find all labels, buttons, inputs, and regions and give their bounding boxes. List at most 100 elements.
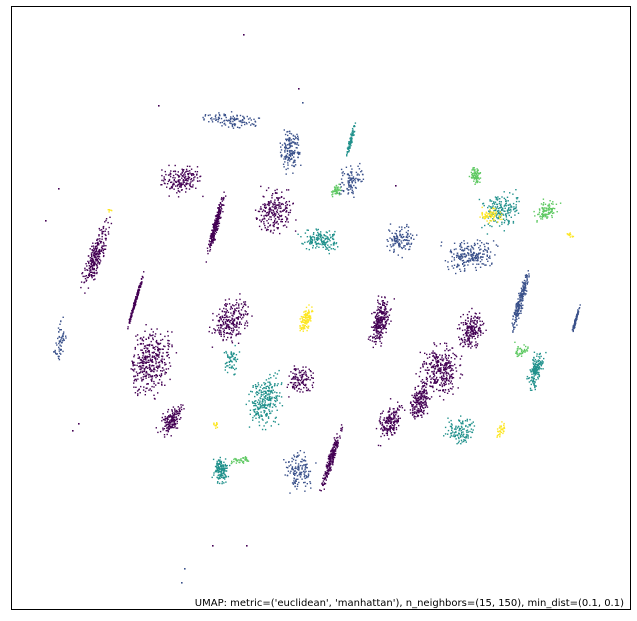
data-point [522,284,524,286]
data-point [476,256,479,258]
data-point [397,239,399,241]
data-point [329,460,331,462]
data-point [220,325,222,327]
data-point [249,409,252,411]
data-point [445,355,447,357]
data-point [156,370,158,372]
data-point [393,427,395,429]
data-point [269,207,272,209]
data-point [391,238,393,240]
data-point [515,303,517,306]
data-point [134,304,137,306]
data-point [145,361,147,363]
data-point [373,321,375,323]
data-point [513,312,516,314]
data-point [138,285,140,287]
data-point [275,396,278,399]
data-point [382,332,384,334]
data-point [297,151,299,153]
data-point [380,319,383,321]
data-point [233,323,236,326]
data-point [165,173,167,176]
data-point [414,386,416,389]
data-point [156,353,158,355]
data-point [226,320,229,322]
data-point [389,430,392,432]
data-point [146,387,148,389]
data-point [461,329,464,332]
data-point [253,405,255,407]
data-point [423,404,425,406]
data-point [260,214,263,217]
data-point [192,174,194,176]
data-point [96,272,98,275]
data-point [461,338,463,340]
data-point [142,336,145,338]
data-point [526,279,528,281]
data-point [520,312,522,314]
data-point [296,133,298,136]
data-point [450,361,452,363]
data-point [369,335,372,337]
data-point [325,473,328,475]
data-point [140,342,142,345]
data-point [430,396,433,398]
data-point [265,379,268,381]
data-point [385,312,388,315]
data-point [323,477,325,480]
data-point [216,469,219,472]
data-point [425,362,427,364]
data-point [387,240,389,242]
data-point [443,373,445,375]
data-point [259,386,262,388]
data-point [322,484,324,487]
data-point [426,406,429,408]
data-point [298,454,300,456]
data-point [323,483,326,485]
data-point [233,124,236,126]
data-point [519,297,521,299]
data-point [395,240,398,243]
data-point [389,419,392,421]
data-point [240,303,243,305]
data-point [175,413,177,416]
data-point [485,329,487,331]
data-point [233,311,236,314]
data-point [139,282,141,285]
data-point [420,394,422,396]
data-point [386,432,388,435]
data-point [461,253,463,255]
data-point [411,414,414,416]
data-point [286,474,289,477]
data-point [472,248,475,250]
data-point [297,137,299,139]
data-point [410,243,412,245]
data-point [396,420,398,423]
data-point [395,239,398,242]
data-point [170,187,173,189]
data-point [286,204,288,206]
data-point [475,331,478,333]
data-point [267,201,270,203]
data-point [218,209,220,211]
data-point [373,333,375,335]
data-point [401,242,403,244]
data-point [388,229,390,231]
data-point [258,389,260,392]
data-point [351,182,353,184]
data-point [287,158,289,161]
data-point [151,361,153,363]
data-point [332,451,335,454]
data-point [456,252,459,254]
data-point [148,376,150,378]
data-point [189,183,191,186]
data-point [101,232,103,234]
data-point [295,219,297,221]
data-point [394,412,396,414]
data-point [384,318,386,321]
data-point [177,171,179,173]
data-point [447,266,449,268]
data-point [351,180,353,183]
data-point [300,376,302,378]
data-point [145,375,147,377]
